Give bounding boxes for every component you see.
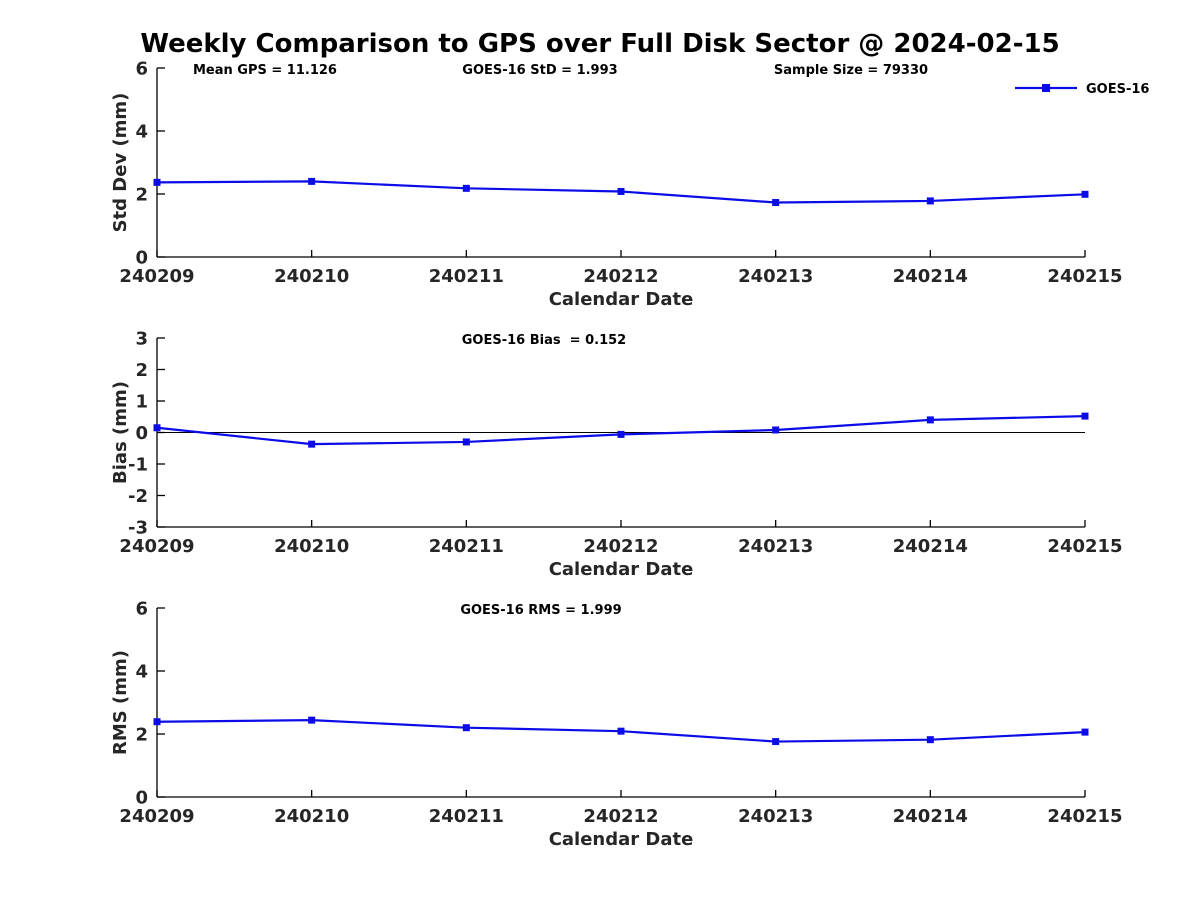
y-axis-title: Bias (mm) <box>110 381 131 484</box>
x-tick-label: 240214 <box>893 806 968 827</box>
x-tick-label: 240214 <box>893 266 968 287</box>
data-point-marker <box>153 178 161 186</box>
y-tick-label: 4 <box>135 662 148 683</box>
x-tick-label: 240212 <box>583 266 658 287</box>
x-tick-label: 240214 <box>893 536 968 557</box>
data-point-marker <box>772 738 780 746</box>
data-point-marker <box>617 430 625 438</box>
annotation-text: Mean GPS = 11.126 <box>193 63 337 78</box>
data-point-marker <box>462 724 470 732</box>
y-tick-label: 6 <box>135 59 148 80</box>
data-point-marker <box>926 197 934 205</box>
series-line <box>156 415 1086 446</box>
y-tick-label: 2 <box>135 725 148 746</box>
data-point-marker <box>617 727 625 735</box>
x-tick-label: 240211 <box>429 536 504 557</box>
data-point-marker <box>1081 412 1089 420</box>
x-tick-label: 240211 <box>429 266 504 287</box>
y-tick-label: 1 <box>135 392 148 413</box>
x-tick-label: 240213 <box>738 266 813 287</box>
data-point-marker <box>308 716 316 724</box>
annotation-text: GOES-16 RMS = 1.999 <box>460 603 621 618</box>
annotation-text: Sample Size = 79330 <box>774 63 928 78</box>
x-tick-label: 240209 <box>119 266 194 287</box>
data-point-marker <box>926 736 934 744</box>
x-tick-label: 240212 <box>583 536 658 557</box>
x-tick-label: 240209 <box>119 536 194 557</box>
legend-label: GOES-16 <box>1086 82 1149 97</box>
x-axis-title: Calendar Date <box>549 559 694 580</box>
y-tick-label: -1 <box>128 455 148 476</box>
data-point-marker <box>926 416 934 424</box>
x-tick-label: 240210 <box>274 536 349 557</box>
x-tick-label: 240212 <box>583 806 658 827</box>
y-tick-label: 0 <box>135 423 148 444</box>
y-tick-label: 3 <box>135 329 148 350</box>
data-point-marker <box>153 424 161 432</box>
data-point-marker <box>1081 728 1089 736</box>
data-point-marker <box>462 184 470 192</box>
y-tick-label: 4 <box>135 122 148 143</box>
x-axis-title: Calendar Date <box>549 289 694 310</box>
annotation-text: GOES-16 StD = 1.993 <box>462 63 617 78</box>
data-point-marker <box>617 187 625 195</box>
data-point-marker <box>308 177 316 185</box>
x-tick-label: 240215 <box>1047 536 1122 557</box>
x-tick-label: 240210 <box>274 806 349 827</box>
x-tick-label: 240213 <box>738 806 813 827</box>
y-axis-title: RMS (mm) <box>110 650 131 755</box>
y-tick-label: 2 <box>135 185 148 206</box>
annotation-text: GOES-16 Bias = 0.152 <box>462 333 626 348</box>
data-point-marker <box>308 440 316 448</box>
data-point-marker <box>462 438 470 446</box>
y-tick-label: -3 <box>128 518 148 539</box>
y-tick-label: -2 <box>128 486 148 507</box>
x-tick-label: 240211 <box>429 806 504 827</box>
y-tick-label: 6 <box>135 599 148 620</box>
x-tick-label: 240213 <box>738 536 813 557</box>
x-tick-label: 240215 <box>1047 806 1122 827</box>
data-point-marker <box>153 718 161 726</box>
figure-title: Weekly Comparison to GPS over Full Disk … <box>140 29 1060 59</box>
y-tick-label: 0 <box>135 788 148 809</box>
y-tick-label: 0 <box>135 248 148 269</box>
x-tick-label: 240215 <box>1047 266 1122 287</box>
x-tick-label: 240210 <box>274 266 349 287</box>
x-axis-title: Calendar Date <box>549 829 694 850</box>
data-point-marker <box>1081 190 1089 198</box>
legend-marker <box>1042 84 1050 92</box>
data-point-marker <box>772 199 780 207</box>
data-point-marker <box>772 426 780 434</box>
y-axis-title: Std Dev (mm) <box>110 93 131 233</box>
x-tick-label: 240209 <box>119 806 194 827</box>
y-tick-label: 2 <box>135 360 148 381</box>
